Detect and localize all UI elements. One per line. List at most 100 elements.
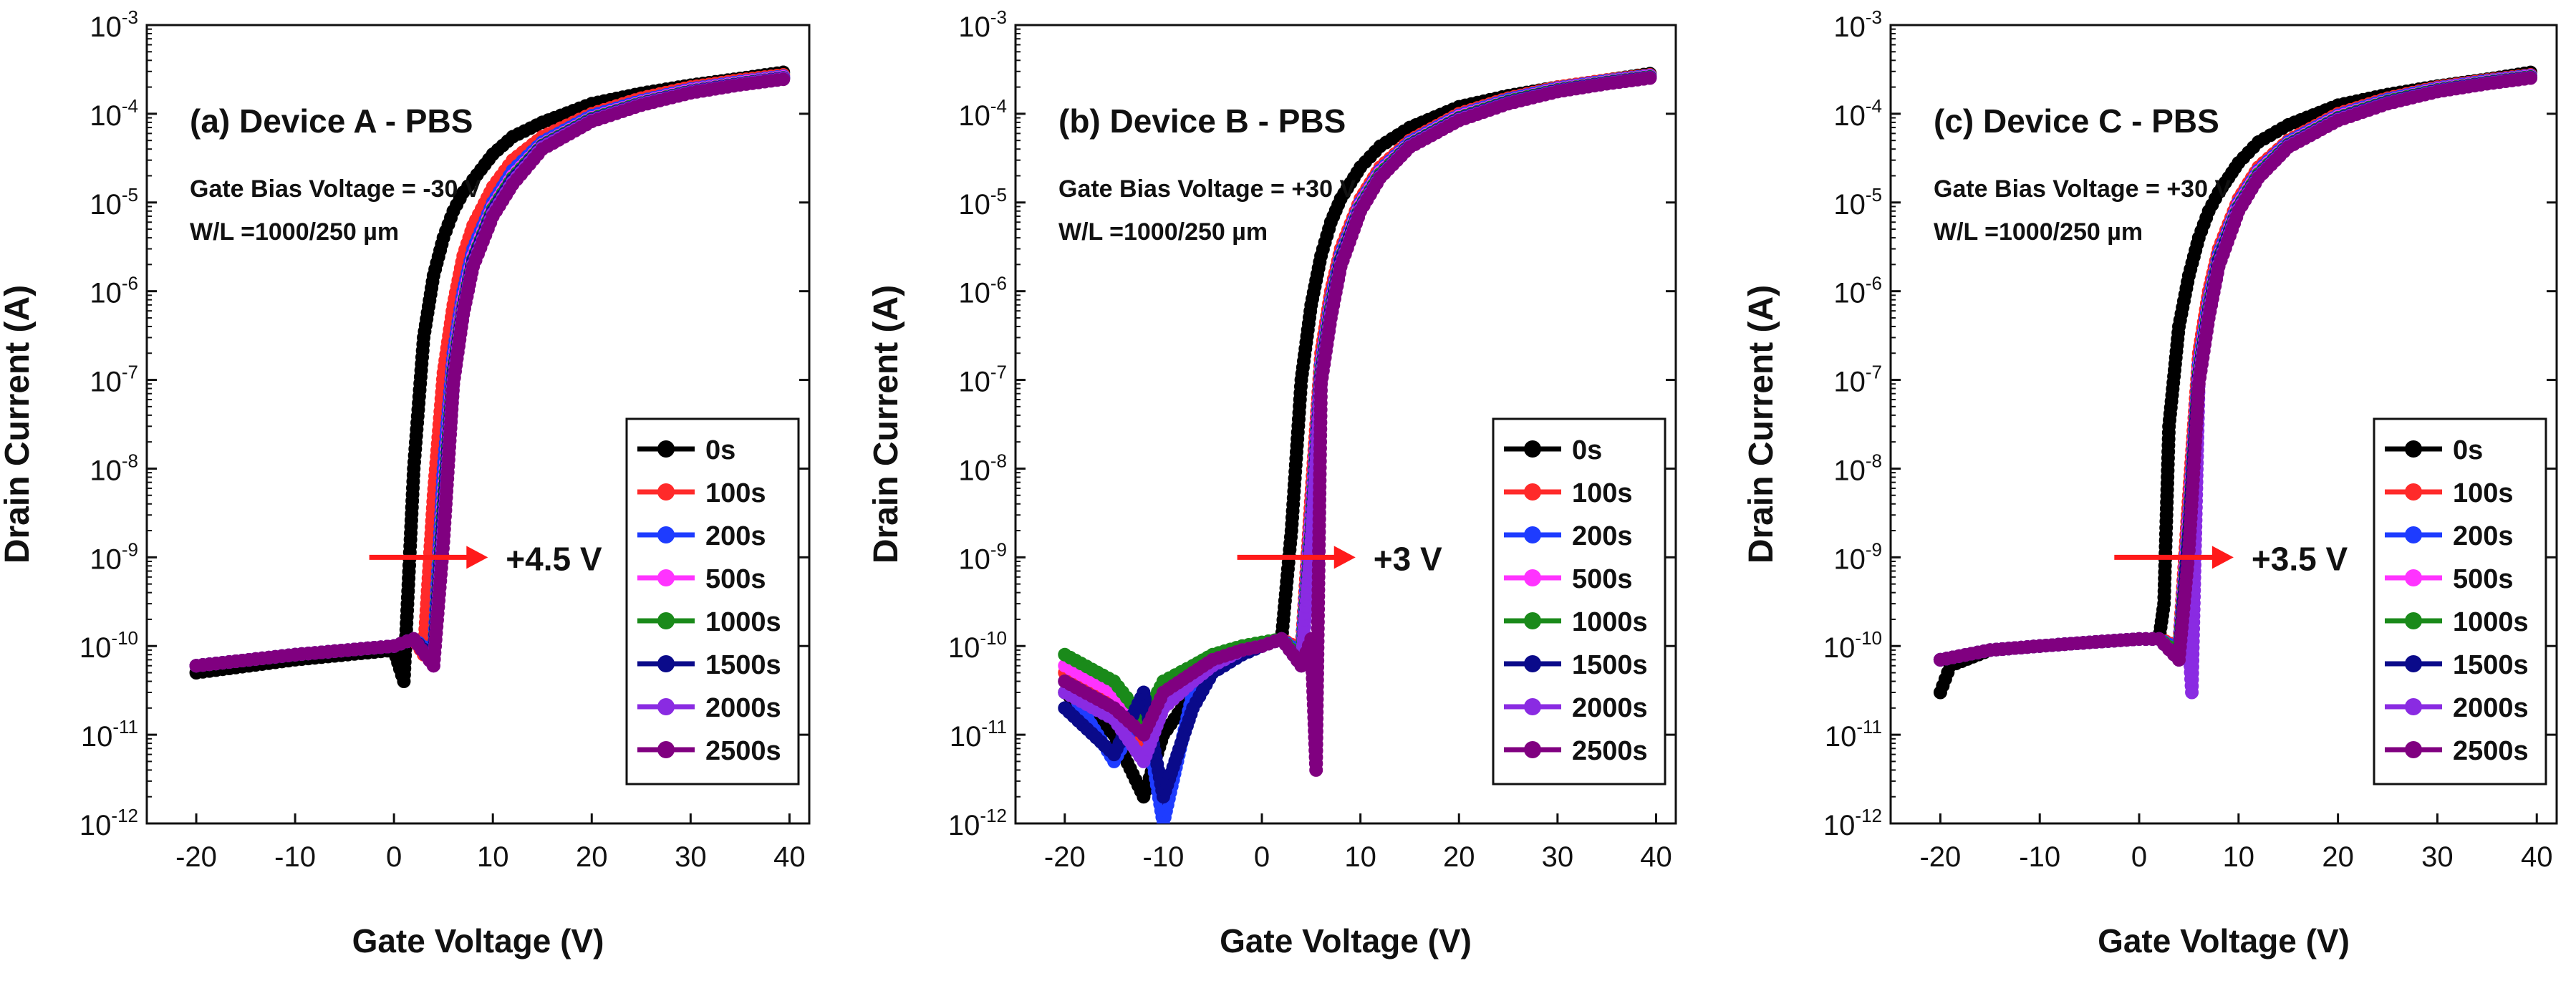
x-tick-label: 20 <box>2322 841 2354 873</box>
legend-swatch-marker <box>1524 655 1541 672</box>
legend-swatch-marker <box>1524 440 1541 458</box>
legend-swatch-marker <box>657 612 675 629</box>
legend-label: 1000s <box>1572 607 1648 637</box>
legend-swatch-marker <box>2405 741 2422 758</box>
y-tick-label: 10-6 <box>958 273 1007 309</box>
annotation-bias: Gate Bias Voltage = -30 V <box>190 175 481 203</box>
panel-title: (c) Device C - PBS <box>1934 102 2219 140</box>
shift-label: +4.5 V <box>506 540 602 577</box>
x-tick-label: 0 <box>386 841 402 873</box>
legend-swatch-marker <box>2405 569 2422 586</box>
legend-label: 2000s <box>1572 693 1648 723</box>
legend-label: 500s <box>1572 564 1633 594</box>
x-tick-label: -10 <box>274 841 316 873</box>
y-tick-label: 10-12 <box>1823 805 1882 841</box>
legend-label: 0s <box>2453 435 2483 465</box>
legend-label: 0s <box>705 435 735 465</box>
legend-swatch-marker <box>657 526 675 543</box>
legend-label: 100s <box>705 478 766 508</box>
shift-label: +3.5 V <box>2252 540 2348 577</box>
legend-label: 200s <box>705 521 766 551</box>
y-tick-label: 10-10 <box>948 627 1007 664</box>
y-axis-label: Drain Current (A) <box>867 285 905 564</box>
legend-label: 1000s <box>705 607 781 637</box>
panel-title: (b) Device B - PBS <box>1058 102 1346 140</box>
y-tick-label: 10-6 <box>90 273 138 309</box>
x-axis-label: Gate Voltage (V) <box>352 922 604 959</box>
y-tick-label: 10-11 <box>1825 716 1882 753</box>
legend-swatch-marker <box>657 655 675 672</box>
legend-swatch-marker <box>657 440 675 458</box>
y-tick-label: 10-3 <box>958 6 1007 43</box>
x-tick-label: -10 <box>1143 841 1185 873</box>
legend-swatch-marker <box>2405 440 2422 458</box>
x-tick-label: 10 <box>1344 841 1376 873</box>
x-axis-label: Gate Voltage (V) <box>1220 922 1472 959</box>
x-tick-label: -10 <box>2019 841 2060 873</box>
legend-label: 200s <box>1572 521 1633 551</box>
legend-label: 1500s <box>1572 650 1648 680</box>
y-tick-label: 10-12 <box>79 805 138 841</box>
panel-title: (a) Device A - PBS <box>190 102 473 140</box>
legend-swatch-marker <box>1524 569 1541 586</box>
legend-swatch-marker <box>1524 612 1541 629</box>
legend-label: 500s <box>705 564 766 594</box>
legend-swatch-marker <box>657 698 675 715</box>
y-tick-label: 10-9 <box>958 538 1007 575</box>
shift-arrowhead <box>1333 546 1356 569</box>
y-tick-label: 10-7 <box>90 362 138 398</box>
series-group <box>189 65 791 689</box>
y-tick-label: 10-9 <box>1833 538 1882 575</box>
y-tick-label: 10-9 <box>90 538 138 575</box>
annotation-wl: W/L =1000/250 µm <box>1058 218 1268 246</box>
legend-label: 2500s <box>2453 736 2529 766</box>
x-tick-label: 20 <box>1443 841 1475 873</box>
legend-swatch-marker <box>657 483 675 501</box>
y-tick-label: 10-5 <box>90 184 138 221</box>
legend: 0s 100s 200s 500s 1000s 1500s 2000s 2500s <box>625 417 800 785</box>
legend-swatch-marker <box>657 741 675 758</box>
x-tick-label: -20 <box>175 841 217 873</box>
data-point-2500s <box>1643 71 1657 85</box>
legend-swatch-marker <box>1524 698 1541 715</box>
panel-1: 10-1210-1110-1010-910-810-710-610-510-41… <box>0 6 811 959</box>
y-tick-label: 10-7 <box>1833 362 1882 398</box>
legend-swatch-marker <box>2405 612 2422 629</box>
data-point-2500s <box>2524 71 2538 85</box>
plot-frame <box>145 24 811 825</box>
legend-swatch-marker <box>1524 741 1541 758</box>
legend-label: 2000s <box>2453 693 2529 723</box>
legend-swatch-marker <box>1524 483 1541 501</box>
y-axis-label: Drain Current (A) <box>1742 285 1780 564</box>
y-axis-label: Drain Current (A) <box>0 285 37 564</box>
legend: 0s 100s 200s 500s 1000s 1500s 2000s 2500s <box>2373 417 2547 785</box>
y-tick-label: 10-5 <box>958 184 1007 221</box>
x-tick-label: 0 <box>1254 841 1270 873</box>
x-tick-label: 40 <box>2521 841 2553 873</box>
legend-label: 200s <box>2453 521 2514 551</box>
shift-arrowhead <box>2211 546 2234 569</box>
y-tick-label: 10-11 <box>81 716 138 753</box>
legend: 0s 100s 200s 500s 1000s 1500s 2000s 2500s <box>1492 417 1666 785</box>
y-tick-label: 10-10 <box>79 627 138 664</box>
y-tick-label: 10-6 <box>1833 273 1882 309</box>
x-tick-label: 40 <box>1640 841 1672 873</box>
x-tick-label: 10 <box>477 841 509 873</box>
legend-box <box>625 417 800 785</box>
legend-swatch-marker <box>2405 483 2422 501</box>
x-tick-label: 30 <box>2421 841 2454 873</box>
legend-label: 1000s <box>2453 607 2529 637</box>
shift-label: +3 V <box>1374 540 1442 577</box>
legend-swatch-marker <box>2405 526 2422 543</box>
legend-label: 500s <box>2453 564 2514 594</box>
y-tick-label: 10-3 <box>90 6 138 43</box>
legend-box <box>2373 417 2547 785</box>
y-tick-label: 10-12 <box>948 805 1007 841</box>
plot-frame <box>1014 24 1677 825</box>
legend-label: 100s <box>2453 478 2514 508</box>
annotation-bias: Gate Bias Voltage = +30 V <box>1058 175 1356 203</box>
x-tick-label: 20 <box>576 841 608 873</box>
annotation-bias: Gate Bias Voltage = +30 V <box>1934 175 2231 203</box>
legend-label: 2500s <box>1572 736 1648 766</box>
